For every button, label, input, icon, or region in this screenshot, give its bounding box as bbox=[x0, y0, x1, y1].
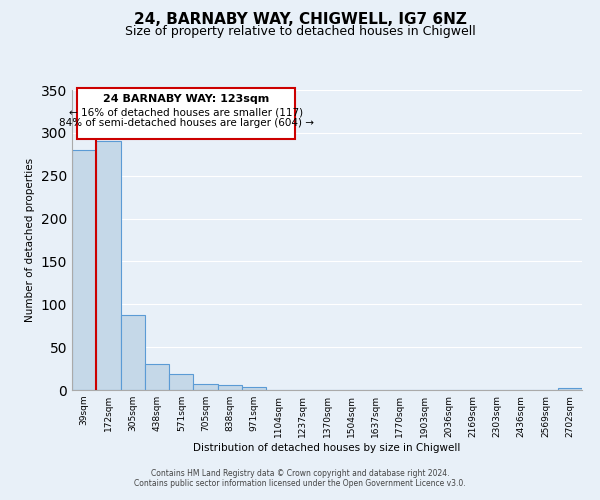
Text: 24, BARNABY WAY, CHIGWELL, IG7 6NZ: 24, BARNABY WAY, CHIGWELL, IG7 6NZ bbox=[134, 12, 466, 28]
Text: 84% of semi-detached houses are larger (604) →: 84% of semi-detached houses are larger (… bbox=[59, 118, 314, 128]
X-axis label: Distribution of detached houses by size in Chigwell: Distribution of detached houses by size … bbox=[193, 442, 461, 452]
Bar bbox=[145, 364, 169, 390]
Bar bbox=[169, 374, 193, 390]
Bar bbox=[193, 384, 218, 390]
Bar bbox=[218, 385, 242, 390]
Text: ← 16% of detached houses are smaller (117): ← 16% of detached houses are smaller (11… bbox=[69, 107, 303, 117]
Text: Contains HM Land Registry data © Crown copyright and database right 2024.: Contains HM Land Registry data © Crown c… bbox=[151, 468, 449, 477]
Text: 24 BARNABY WAY: 123sqm: 24 BARNABY WAY: 123sqm bbox=[103, 94, 269, 104]
Text: Size of property relative to detached houses in Chigwell: Size of property relative to detached ho… bbox=[125, 25, 475, 38]
Bar bbox=[558, 388, 582, 390]
FancyBboxPatch shape bbox=[77, 88, 295, 139]
Y-axis label: Number of detached properties: Number of detached properties bbox=[25, 158, 35, 322]
Bar bbox=[72, 150, 96, 390]
Bar bbox=[242, 388, 266, 390]
Text: Contains public sector information licensed under the Open Government Licence v3: Contains public sector information licen… bbox=[134, 478, 466, 488]
Bar bbox=[96, 140, 121, 390]
Bar bbox=[121, 314, 145, 390]
